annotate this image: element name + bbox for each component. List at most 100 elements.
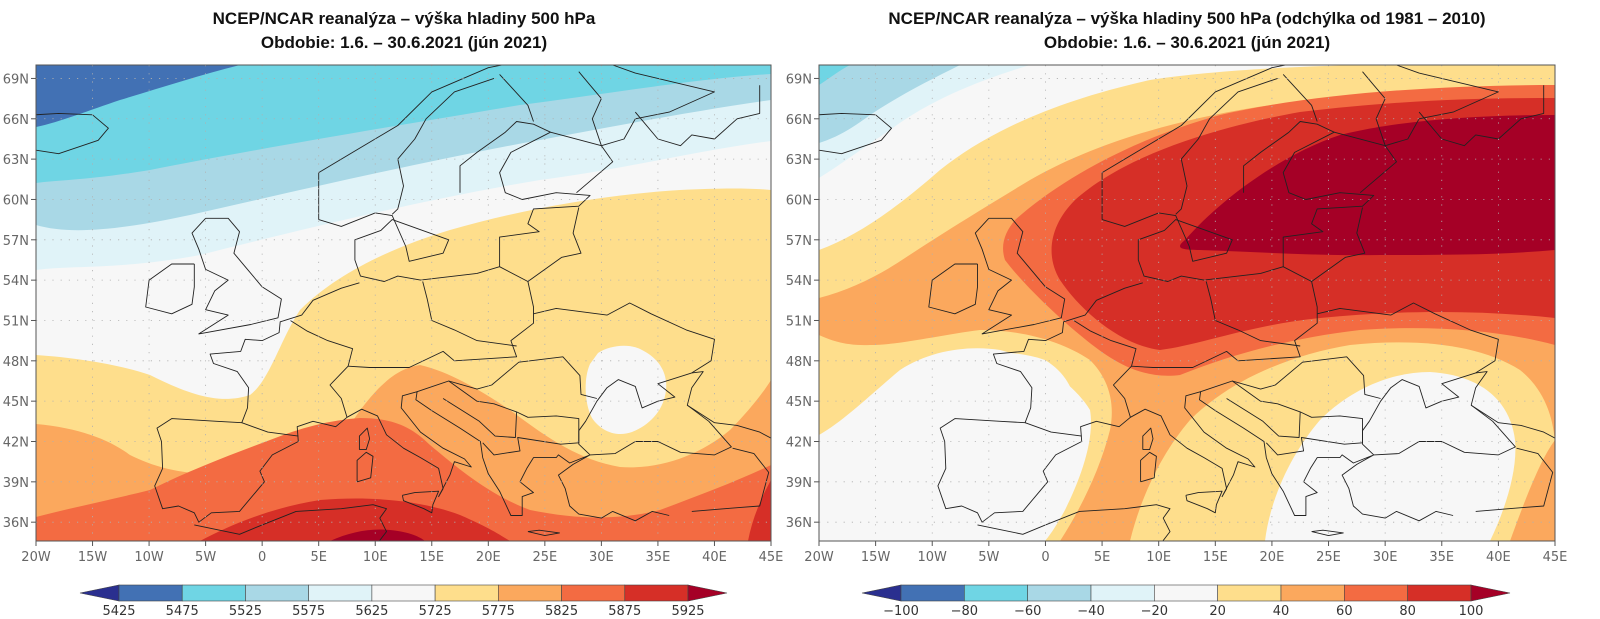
- y-tick-label: 63N: [786, 153, 812, 168]
- left-colorbar: 5425 5475 5525 5575 5625 5725 5775 5825 5875 5925: [79, 584, 728, 619]
- x-tick-label: 35E: [646, 550, 671, 565]
- colorbar-box: [1027, 584, 1092, 602]
- corsica-coast: [1142, 427, 1154, 451]
- y-tick-label: 60N: [786, 193, 812, 208]
- x-tick-label: 5E: [310, 550, 327, 565]
- y-tick-label: 66N: [3, 113, 29, 128]
- colorbar-label: −60: [1014, 604, 1041, 619]
- y-tick-label: 69N: [786, 72, 812, 87]
- y-tick-label: 36N: [786, 516, 812, 531]
- colorbar-label: −20: [1141, 604, 1168, 619]
- right-map-frame: [818, 64, 1556, 542]
- border-sweden-finland: [1282, 74, 1318, 122]
- colorbar-box: [245, 584, 309, 602]
- x-tick-label: 0: [258, 550, 266, 565]
- colorbar-box: [1407, 584, 1472, 602]
- x-tick-label: 25E: [1316, 550, 1341, 565]
- x-tick-label: 10E: [1146, 550, 1171, 565]
- iceland-coast: [36, 112, 109, 155]
- border-norway-sweden: [1175, 77, 1278, 215]
- band-5425-5475: [36, 65, 240, 127]
- colorbar-extend-max: [1470, 584, 1511, 602]
- right-title-line2: Obdobie: 1.6. – 30.6.2021 (jún 2021): [1043, 33, 1331, 52]
- band-above-100: [1180, 115, 1555, 256]
- band-neutral-iberia: [819, 348, 1091, 541]
- x-tick-label: 20E: [476, 550, 501, 565]
- band-5875-5925-east: [748, 480, 771, 541]
- x-tick-label: 20W: [21, 550, 51, 565]
- colorbar-box: [498, 584, 562, 602]
- corsica-coast: [358, 427, 371, 451]
- x-tick-label: 25E: [532, 550, 557, 565]
- y-tick-label: 48N: [786, 355, 812, 370]
- x-tick-label: 10W: [918, 550, 948, 565]
- x-tick-label: 40E: [702, 550, 727, 565]
- colorbar-box: [1154, 584, 1218, 602]
- colorbar-label: 5875: [608, 604, 641, 619]
- sicily-coast: [401, 490, 440, 514]
- border-caucasus: [1470, 404, 1555, 439]
- iceland-coast: [819, 112, 892, 155]
- border-france-east: [1073, 320, 1137, 418]
- sardinia-coast: [356, 451, 374, 483]
- colorbar-label: 5725: [419, 604, 452, 619]
- land-borders: [1024, 422, 1082, 437]
- left-gridlines: [36, 65, 771, 541]
- colorbar-label: 20: [1209, 604, 1226, 619]
- colorbar-box: [1280, 584, 1345, 602]
- x-tick-label: 45E: [1543, 550, 1568, 565]
- y-tick-label: 54N: [786, 274, 812, 289]
- continent-west-coast: [154, 282, 732, 523]
- crete-coast: [1311, 529, 1344, 537]
- x-tick-label: 30E: [1373, 550, 1398, 565]
- y-tick-label: 45N: [3, 395, 29, 410]
- y-tick-label: 54N: [3, 274, 29, 289]
- x-tick-label: 15W: [861, 550, 891, 565]
- land-borders: [241, 422, 299, 437]
- right-chart-title: NCEP/NCAR reanalýza – výška hladiny 500 …: [819, 7, 1555, 55]
- right-gridlines: [819, 65, 1555, 541]
- colorbar-label: 5525: [229, 604, 262, 619]
- north-africa-coast: [194, 504, 387, 541]
- colorbar-label: −80: [951, 604, 978, 619]
- y-tick-label: 51N: [786, 314, 812, 329]
- x-tick-label: 15W: [78, 550, 108, 565]
- border-norway-sweden: [391, 77, 495, 215]
- colorbar-label: 5625: [355, 604, 388, 619]
- border-balkans-2: [442, 398, 518, 438]
- border-poland-germany: [1205, 281, 1301, 347]
- band-neutral-balkans: [1265, 372, 1516, 541]
- border-balkans-2: [1226, 398, 1301, 438]
- left-title-line1: NCEP/NCAR reanalýza – výška hladiny 500 …: [212, 9, 596, 28]
- left-coastlines: [36, 65, 771, 541]
- scandinavia-coast: [318, 65, 715, 282]
- band-above-5925: [330, 529, 425, 541]
- crete-coast: [527, 529, 560, 537]
- band-5475-5525: [36, 65, 771, 183]
- band-minus60-minus40: [819, 65, 960, 143]
- continent-west-coast: [937, 282, 1516, 523]
- right-map-axes: 20W 15W 10W 5W 0 5E 10E 15E 20E 25E 30E 35E 40E 45E 69…: [786, 72, 1568, 565]
- north-africa-coast: [977, 504, 1171, 541]
- colorbar-box: [118, 584, 183, 602]
- colorbar-box: [1217, 584, 1282, 602]
- gulf-bothnia-coast: [1243, 121, 1335, 193]
- colorbar-extend-max: [687, 584, 728, 602]
- colorbar-box: [900, 584, 965, 602]
- border-hungary-romania: [448, 356, 598, 399]
- colorbar-box: [964, 584, 1028, 602]
- border-turkey-east: [691, 447, 770, 512]
- x-tick-label: 5W: [195, 550, 216, 565]
- band-5825-5875: [36, 418, 771, 541]
- y-tick-label: 66N: [786, 113, 812, 128]
- border-caucasus: [687, 404, 771, 439]
- border-hungary-romania: [1232, 356, 1381, 399]
- y-tick-label: 63N: [3, 153, 29, 168]
- right-coastlines: [819, 65, 1555, 541]
- right-map-height-anomaly: [819, 65, 1555, 541]
- colorbar-label: 5425: [102, 604, 135, 619]
- border-ukraine-north: [1317, 302, 1499, 374]
- left-title-line2: Obdobie: 1.6. – 30.6.2021 (jún 2021): [260, 33, 548, 52]
- scandinavia-coast: [1101, 65, 1499, 282]
- colorbar-box: [1090, 584, 1155, 602]
